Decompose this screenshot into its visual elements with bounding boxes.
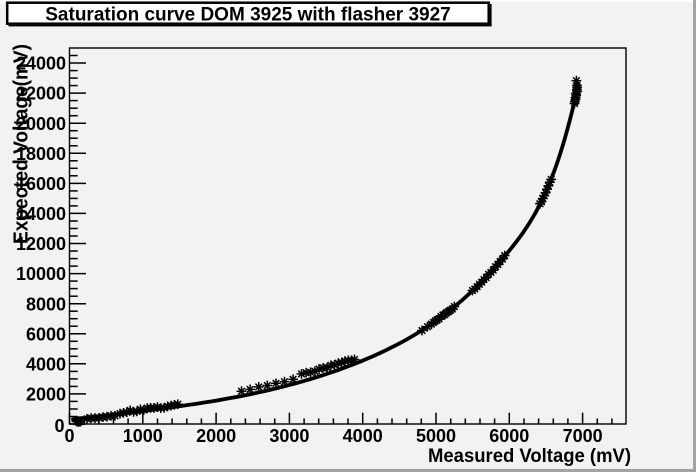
svg-text:16000: 16000 [16, 174, 66, 194]
svg-text:Measured Voltage (mV): Measured Voltage (mV) [428, 446, 631, 467]
svg-text:2000: 2000 [26, 385, 66, 405]
svg-text:7000: 7000 [563, 426, 603, 446]
svg-text:8000: 8000 [26, 294, 66, 314]
svg-text:Saturation curve DOM 3925 with: Saturation curve DOM 3925 with flasher 3… [45, 5, 451, 26]
svg-text:14000: 14000 [16, 204, 66, 224]
svg-text:5000: 5000 [416, 426, 456, 446]
svg-text:Expected Voltage(mV): Expected Voltage(mV) [11, 44, 33, 244]
svg-text:4000: 4000 [26, 354, 66, 374]
svg-text:6000: 6000 [489, 426, 529, 446]
svg-text:20000: 20000 [16, 114, 66, 134]
svg-text:0: 0 [64, 426, 74, 446]
svg-text:2000: 2000 [196, 426, 236, 446]
svg-text:6000: 6000 [26, 324, 66, 344]
svg-text:3000: 3000 [269, 426, 309, 446]
svg-text:1000: 1000 [123, 426, 163, 446]
svg-text:0: 0 [54, 416, 64, 436]
svg-text:22000: 22000 [16, 84, 66, 104]
svg-text:24000: 24000 [16, 54, 66, 74]
svg-text:18000: 18000 [16, 144, 66, 164]
svg-text:10000: 10000 [16, 264, 66, 284]
svg-text:4000: 4000 [343, 426, 383, 446]
svg-text:12000: 12000 [16, 234, 66, 254]
